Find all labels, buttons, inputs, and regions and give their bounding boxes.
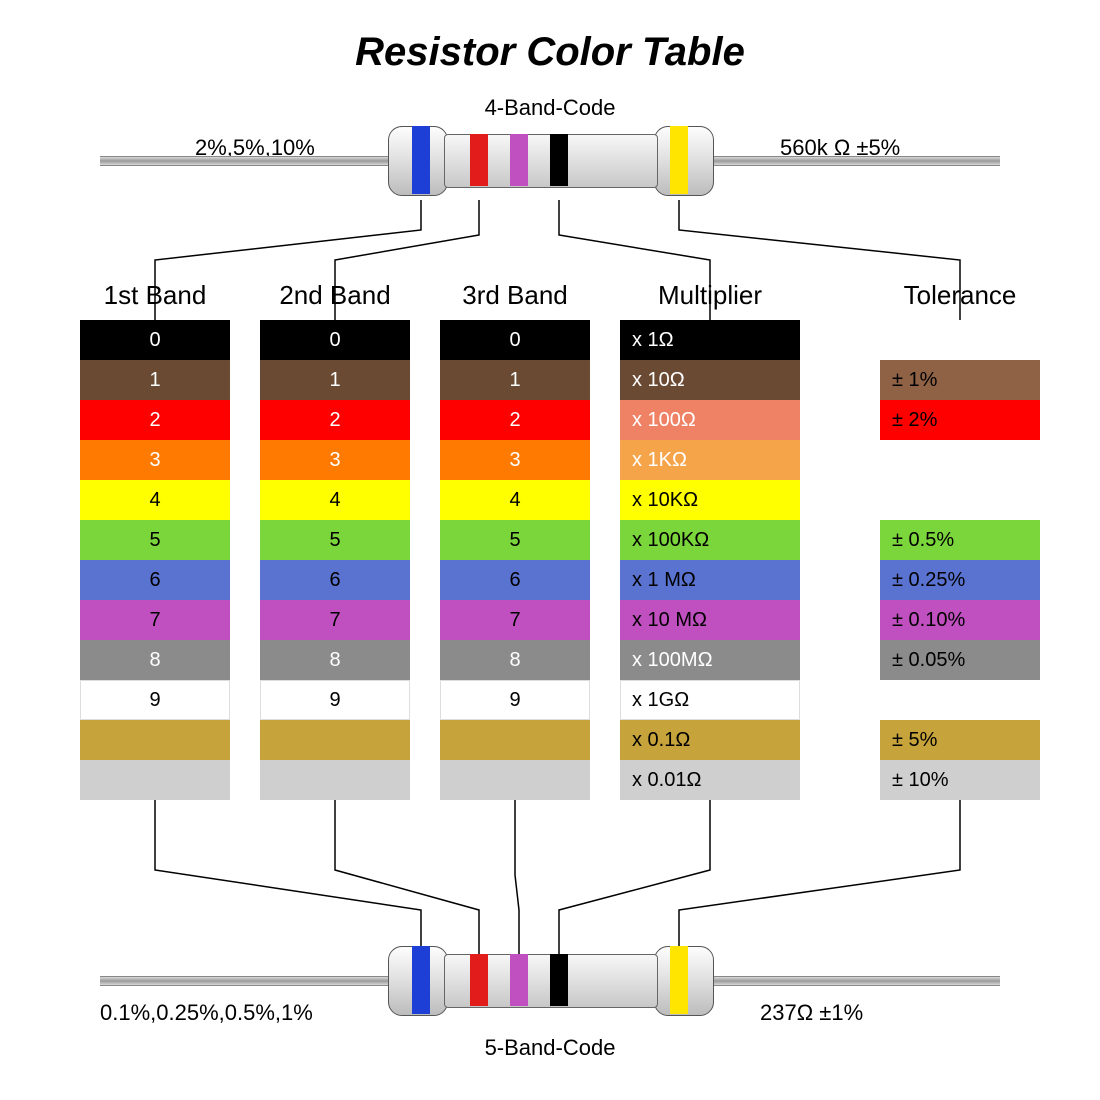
tolerance-gap <box>880 320 1040 360</box>
color-cell: 1 <box>260 360 410 400</box>
tolerance-gap <box>880 480 1040 520</box>
tolerance-cell: ± 0.10% <box>880 600 1040 640</box>
band-4 <box>550 954 568 1006</box>
page-title: Resistor Color Table <box>0 30 1100 75</box>
color-cell: x 100Ω <box>620 400 800 440</box>
color-cell: x 10 MΩ <box>620 600 800 640</box>
color-cell: x 1KΩ <box>620 440 800 480</box>
color-cell: 8 <box>440 640 590 680</box>
color-cell <box>260 760 410 800</box>
band-2 <box>470 954 488 1006</box>
color-cell: 5 <box>80 520 230 560</box>
column-multiplier: x 1Ωx 10Ωx 100Ωx 1KΩx 10KΩx 100KΩx 1 MΩx… <box>620 320 800 800</box>
color-cell: 9 <box>440 680 590 720</box>
color-cell: 4 <box>260 480 410 520</box>
tolerance-cell: ± 10% <box>880 760 1040 800</box>
tolerance-cell: ± 0.25% <box>880 560 1040 600</box>
header-3: 3rd Band <box>440 280 590 311</box>
column-2nd-band: 0123456789 <box>260 320 410 800</box>
color-cell <box>440 760 590 800</box>
color-cell: x 100KΩ <box>620 520 800 560</box>
tolerance-gap <box>880 680 1040 720</box>
color-cell: x 100MΩ <box>620 640 800 680</box>
color-cell: x 0.1Ω <box>620 720 800 760</box>
color-cell: 0 <box>260 320 410 360</box>
band-4 <box>550 134 568 186</box>
color-cell: x 10KΩ <box>620 480 800 520</box>
top-code-label: 4-Band-Code <box>400 95 700 121</box>
tolerance-cell: ± 0.05% <box>880 640 1040 680</box>
color-cell: 5 <box>440 520 590 560</box>
band-1 <box>412 946 430 1014</box>
color-cell: 8 <box>260 640 410 680</box>
band-2 <box>470 134 488 186</box>
color-cell: 4 <box>80 480 230 520</box>
color-cell: 2 <box>260 400 410 440</box>
tolerance-cell: ± 0.5% <box>880 520 1040 560</box>
color-cell: x 10Ω <box>620 360 800 400</box>
color-cell: 5 <box>260 520 410 560</box>
color-cell: 7 <box>260 600 410 640</box>
lead-left <box>100 976 390 986</box>
color-cell: 0 <box>80 320 230 360</box>
bottom-right-text: 237Ω ±1% <box>760 1000 863 1026</box>
lead-left <box>100 156 390 166</box>
tolerance-cell: ± 2% <box>880 400 1040 440</box>
tolerance-gap <box>880 440 1040 480</box>
color-cell: 7 <box>80 600 230 640</box>
color-cell: 3 <box>440 440 590 480</box>
color-cell: 6 <box>80 560 230 600</box>
band-3 <box>510 954 528 1006</box>
header-4: Multiplier <box>620 280 800 311</box>
tolerance-cell: ± 5% <box>880 720 1040 760</box>
color-cell <box>260 720 410 760</box>
top-resistor <box>0 120 1100 200</box>
color-cell <box>80 760 230 800</box>
lead-right <box>710 976 1000 986</box>
color-cell: 3 <box>260 440 410 480</box>
color-cell: x 1GΩ <box>620 680 800 720</box>
column-tolerance: ± 1%± 2% ± 0.5%± 0.25%± 0.10%± 0.05% ± 5%±… <box>880 320 1040 800</box>
color-cell: 9 <box>80 680 230 720</box>
color-cell: x 1Ω <box>620 320 800 360</box>
bottom-code-label: 5-Band-Code <box>400 1035 700 1061</box>
color-cell <box>80 720 230 760</box>
color-cell: 4 <box>440 480 590 520</box>
color-cell: 0 <box>440 320 590 360</box>
header-1: 1st Band <box>80 280 230 311</box>
color-cell: 6 <box>260 560 410 600</box>
band-5 <box>670 126 688 194</box>
color-cell: 6 <box>440 560 590 600</box>
lead-right <box>710 156 1000 166</box>
color-cell: 2 <box>440 400 590 440</box>
color-cell: 3 <box>80 440 230 480</box>
color-cell: x 0.01Ω <box>620 760 800 800</box>
color-cell: 1 <box>80 360 230 400</box>
color-cell: 9 <box>260 680 410 720</box>
column-1st-band: 0123456789 <box>80 320 230 800</box>
color-cell <box>440 720 590 760</box>
color-cell: 2 <box>80 400 230 440</box>
band-5 <box>670 946 688 1014</box>
color-cell: 8 <box>80 640 230 680</box>
color-cell: x 1 MΩ <box>620 560 800 600</box>
color-cell: 7 <box>440 600 590 640</box>
column-3rd-band: 0123456789 <box>440 320 590 800</box>
color-cell: 1 <box>440 360 590 400</box>
header-2: 2nd Band <box>260 280 410 311</box>
band-3 <box>510 134 528 186</box>
header-5: Tolerance <box>880 280 1040 311</box>
bottom-left-text: 0.1%,0.25%,0.5%,1% <box>100 1000 313 1026</box>
tolerance-cell: ± 1% <box>880 360 1040 400</box>
band-1 <box>412 126 430 194</box>
